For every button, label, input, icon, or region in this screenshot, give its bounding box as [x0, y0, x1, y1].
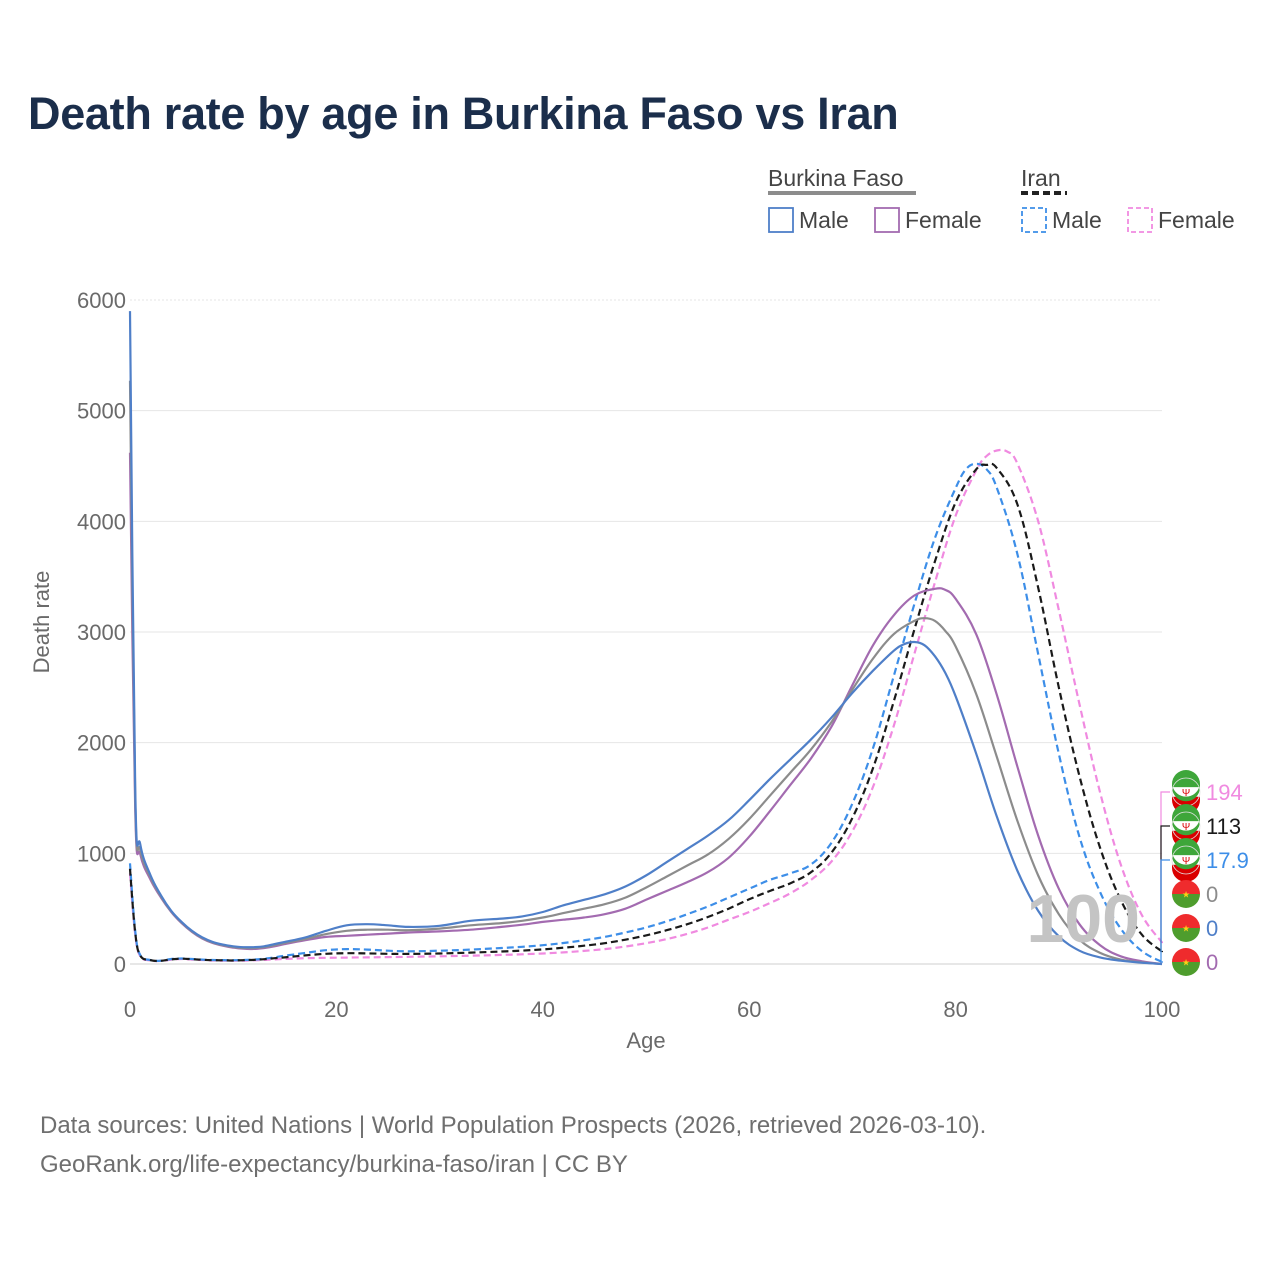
- burkina-faso-flag-icon: ★: [1172, 948, 1200, 976]
- x-tick-label: 80: [943, 997, 967, 1022]
- legend-item-iran-male-label: Male: [1052, 207, 1102, 233]
- chart-title: Death rate by age in Burkina Faso vs Ira…: [28, 88, 899, 139]
- flag-emblem: Ψ: [1182, 822, 1190, 833]
- burkina-faso-flag-icon: ★: [1172, 914, 1200, 942]
- end-label-value: 194: [1206, 780, 1243, 805]
- series-line-iran-male: [128, 462, 1163, 963]
- series-line-burkina-faso-male: [128, 311, 1163, 966]
- age-marker: 100: [1027, 881, 1140, 957]
- series-lines: [128, 311, 1163, 966]
- x-tick-label: 0: [124, 997, 136, 1022]
- end-label-value: 0: [1206, 950, 1218, 975]
- y-tick-label: 6000: [77, 288, 126, 313]
- flag-green-band: [1172, 821, 1200, 836]
- legend-item-burkina-male-swatch: [768, 207, 794, 233]
- end-label-value: 0: [1206, 916, 1218, 941]
- data-source-note: Data sources: United Nations | World Pop…: [40, 1112, 987, 1139]
- flag-green-half: [1172, 928, 1200, 942]
- y-tick-label: 0: [114, 952, 126, 977]
- flag-red-band: [1172, 864, 1200, 882]
- end-label-connector: [1160, 825, 1170, 953]
- y-tick-label: 1000: [77, 841, 126, 866]
- flag-white-band: [1172, 787, 1200, 797]
- legend-group-label: Burkina Faso: [768, 165, 904, 191]
- flag-red-half: [1172, 880, 1200, 894]
- source-link[interactable]: GeoRank.org/life-expectancy/burkina-faso…: [40, 1151, 628, 1178]
- legend-item-iran-female-swatch: [1127, 207, 1153, 233]
- legend: Burkina Faso Iran Male Female Male Female: [768, 165, 1235, 233]
- grid: [130, 299, 1162, 965]
- y-tick-label: 4000: [77, 509, 126, 534]
- flag-green-band: [1172, 804, 1200, 822]
- flag-green-band: [1172, 838, 1200, 856]
- y-tick-label: 2000: [77, 731, 126, 756]
- footer: Data sources: United Nations | World Pop…: [40, 1106, 986, 1184]
- legend-item-iran-male-swatch: [1021, 207, 1047, 233]
- flag-emblem: Ψ: [1182, 788, 1190, 799]
- iran-flag-icon: Ψ: [1171, 838, 1201, 882]
- flag-green-band: [1172, 787, 1200, 802]
- flag-green-band: [1172, 855, 1200, 870]
- end-labels: Ψ 194 Ψ 113 Ψ 17.9 ★ 0 ★ 0 ★ 0: [1160, 770, 1249, 976]
- end-label-value: 17.9: [1206, 848, 1249, 873]
- flag-star: ★: [1182, 890, 1190, 900]
- flag-outline: [1171, 845, 1201, 875]
- flag-emblem: Ψ: [1182, 856, 1190, 867]
- flag-star: ★: [1182, 958, 1190, 968]
- legend-item-burkina-female-label: Female: [905, 207, 982, 233]
- x-tick-label: 40: [531, 997, 555, 1022]
- end-label-connector: [1160, 859, 1170, 963]
- flag-white-band: [1172, 821, 1200, 831]
- flag-red-half: [1172, 948, 1200, 962]
- legend-group-label: Iran: [1021, 165, 1061, 191]
- x-tick-label: 20: [324, 997, 348, 1022]
- legend-item-iran-female-label: Female: [1158, 207, 1235, 233]
- flag-white-band: [1172, 855, 1200, 865]
- end-label-value: 113: [1206, 814, 1241, 839]
- flag-red-half: [1172, 914, 1200, 928]
- legend-item-burkina-male-label: Male: [799, 207, 849, 233]
- end-label-value: 0: [1206, 882, 1218, 907]
- x-tick-label: 100: [1144, 997, 1181, 1022]
- x-axis-label: Age: [626, 1028, 665, 1053]
- y-tick-label: 3000: [77, 620, 126, 645]
- x-tick-label: 60: [737, 997, 761, 1022]
- legend-item-burkina-female-swatch: [874, 207, 900, 233]
- axes: 0 1000 2000 3000 4000 5000 6000 0 20 40 60 80 100 Age…: [29, 288, 1180, 1053]
- flag-green-half: [1172, 894, 1200, 908]
- flag-green-band: [1172, 770, 1200, 788]
- y-tick-label: 5000: [77, 399, 126, 424]
- y-axis-label: Death rate: [29, 571, 54, 674]
- flag-green-half: [1172, 962, 1200, 976]
- series-line-iran-total: [128, 462, 1163, 963]
- series-line-iran-female: [128, 448, 1163, 963]
- end-label-connector: [1160, 791, 1170, 944]
- burkina-faso-flag-icon: ★: [1172, 880, 1200, 908]
- flag-star: ★: [1182, 924, 1190, 934]
